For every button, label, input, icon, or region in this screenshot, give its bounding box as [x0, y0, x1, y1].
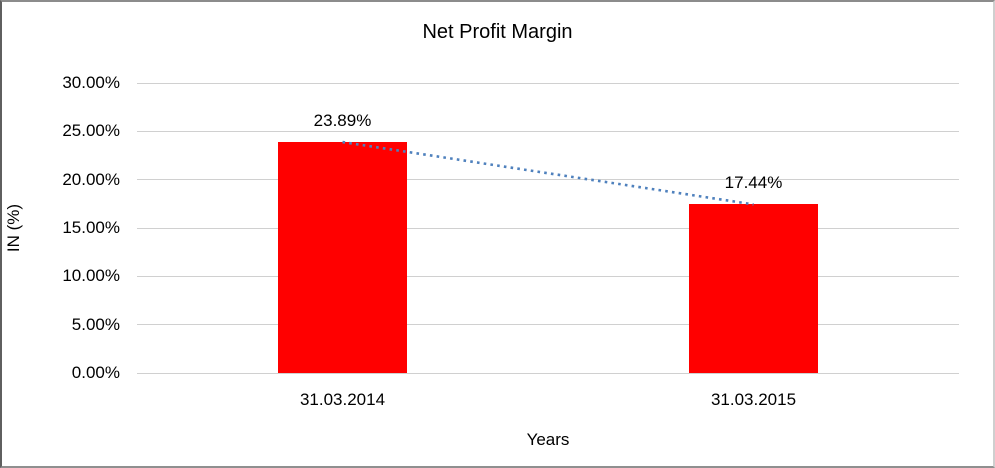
data-label: 23.89% [313, 111, 372, 131]
y-tick-label: 5.00% [71, 314, 120, 334]
y-tick-label: 20.00% [62, 169, 120, 189]
y-tick-label: 25.00% [62, 121, 120, 141]
gridline [137, 130, 959, 132]
gridline [137, 275, 959, 277]
y-tick-label: 15.00% [62, 218, 120, 237]
gridline [137, 324, 959, 326]
x-tick-label: 31.03.2015 [710, 390, 797, 409]
y-tick-label: 30.00% [62, 73, 120, 92]
y-tick-label: 10.00% [62, 266, 120, 286]
bar [689, 204, 818, 373]
y-tick-label: 0.00% [71, 363, 120, 382]
data-label: 17.44% [724, 173, 783, 193]
gridline [137, 82, 959, 84]
chart-title: Net Profit Margin [422, 21, 573, 43]
gridline [137, 227, 959, 229]
gridline [137, 179, 959, 181]
bar [278, 142, 407, 373]
x-tick-label: 31.03.2014 [299, 390, 386, 409]
x-axis-title: Years [526, 430, 570, 449]
gridline [137, 372, 959, 374]
